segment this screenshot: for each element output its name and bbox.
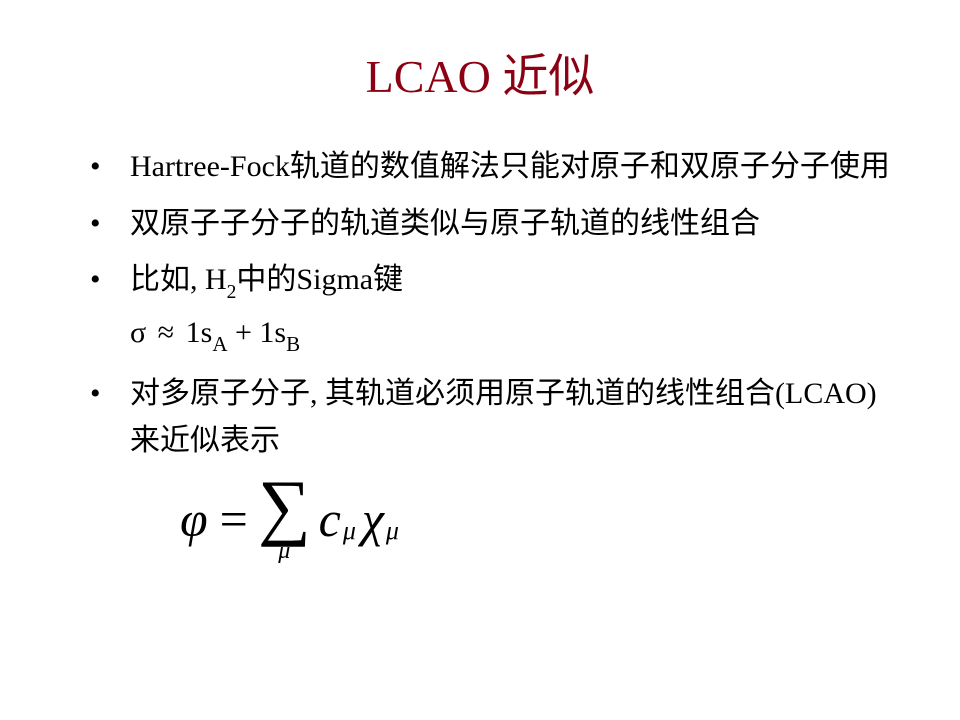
lcao-equation: φ = ∑ μ cμχμ: [180, 474, 900, 563]
b3-pre: 比如, H: [130, 263, 227, 296]
sigma-sub-B: B: [286, 332, 300, 356]
bullet-list-2: 对多原子分子, 其轨道必须用原子轨道的线性组合(LCAO)来近似表示: [60, 371, 900, 464]
eq-equals: =: [220, 490, 248, 548]
bullet-list: Hartree-Fock轨道的数值解法只能对原子和双原子分子使用 双原子子分子的…: [60, 144, 900, 306]
b3-post: 中的Sigma键: [236, 263, 403, 296]
bullet-item-4: 对多原子分子, 其轨道必须用原子轨道的线性组合(LCAO)来近似表示: [90, 371, 900, 464]
eq-sum-index: μ: [278, 539, 290, 563]
bullet-item-3: 比如, H2中的Sigma键: [90, 257, 900, 306]
sigma-symbol: σ: [130, 316, 146, 349]
sigma-plus-1sB: + 1s: [228, 316, 287, 349]
eq-chi: χ: [362, 490, 384, 548]
eq-sum-sign: ∑: [258, 474, 311, 541]
eq-mu1: μ: [343, 516, 356, 546]
slide-container: LCAO 近似 Hartree-Fock轨道的数值解法只能对原子和双原子分子使用…: [0, 0, 960, 720]
approx-symbol: ≈: [158, 316, 174, 349]
sigma-sub-A: A: [212, 332, 227, 356]
sigma-1sA-base: 1s: [186, 316, 213, 349]
sigma-expression: σ ≈ 1sA + 1sB: [130, 316, 900, 355]
eq-sum-wrap: ∑ μ: [258, 474, 311, 563]
bullet-item-1: Hartree-Fock轨道的数值解法只能对原子和双原子分子使用: [90, 144, 900, 191]
b3-subscript: 2: [227, 282, 237, 303]
bullet-item-2: 双原子子分子的轨道类似与原子轨道的线性组合: [90, 201, 900, 248]
eq-c: c: [319, 490, 341, 548]
eq-mu2: μ: [386, 516, 399, 546]
slide-title: LCAO 近似: [60, 40, 900, 106]
eq-phi: φ: [180, 490, 208, 548]
